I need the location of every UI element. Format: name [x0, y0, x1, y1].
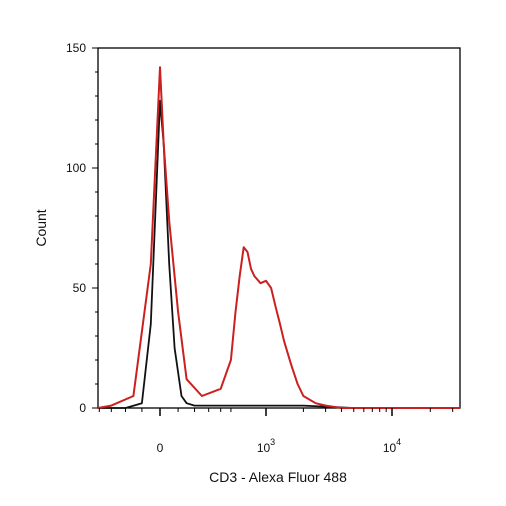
- plot-frame: [97, 47, 461, 409]
- x-tick-label: 0: [157, 441, 164, 455]
- series-layer: [97, 66, 460, 409]
- plot-area: [97, 47, 461, 409]
- x-tick-label: 103: [257, 437, 275, 455]
- x-axis-label: CD3 - Alexa Fluor 488: [209, 469, 347, 485]
- y-tick-label: 0: [79, 401, 86, 415]
- x-axis: 0103104105: [98, 408, 454, 455]
- series-line-1: [98, 99, 460, 409]
- y-tick-label: 50: [73, 281, 87, 295]
- y-axis: 0 50 100 150: [66, 41, 98, 415]
- y-tick-label: 100: [66, 161, 86, 175]
- series-line-0: [97, 66, 460, 409]
- y-tick-label: 150: [66, 41, 86, 55]
- y-axis-label: Count: [33, 209, 49, 246]
- x-tick-label: 104: [383, 437, 401, 455]
